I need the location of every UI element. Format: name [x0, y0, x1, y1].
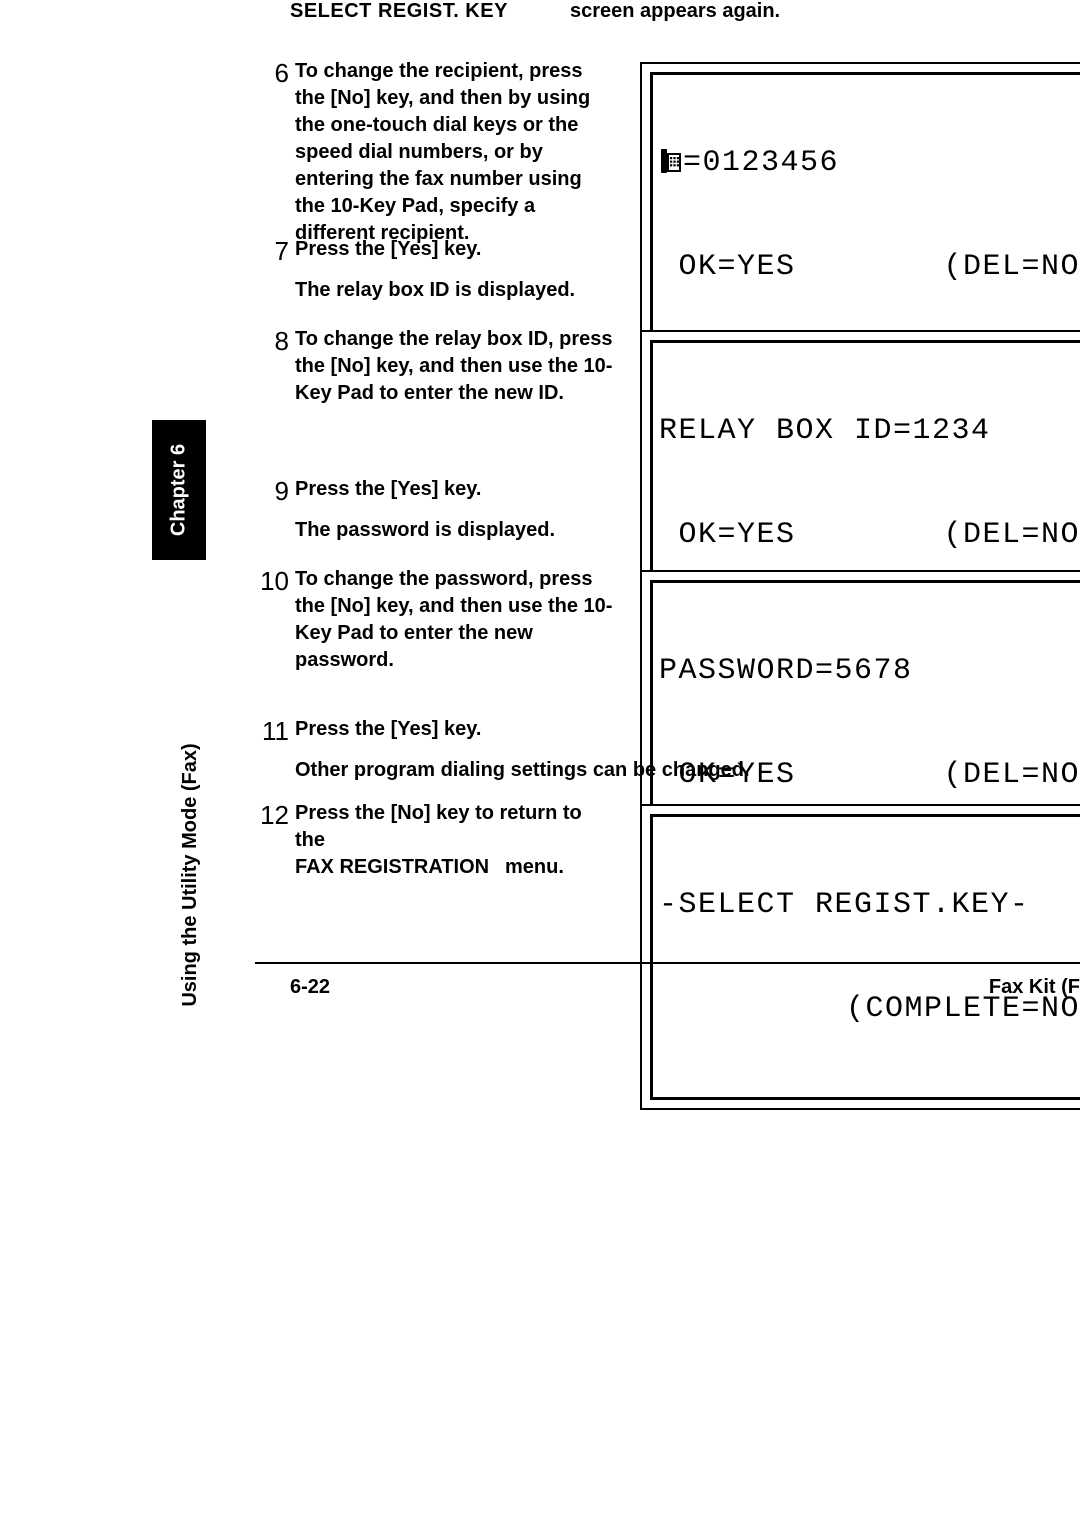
lcd-inner: =0123456 OK=YES (DEL=NO — [650, 72, 1080, 358]
lcd-line-2: OK=YES (DEL=NO — [659, 518, 1080, 553]
step-12: 12 Press the [No] key to return to the F… — [255, 800, 615, 881]
phone-icon — [659, 148, 681, 174]
step-sub: Other program dialing settings can be ch… — [295, 757, 915, 784]
step-text: Press the [Yes] key. — [295, 716, 915, 743]
lcd-del: (DEL=NO — [943, 758, 1080, 793]
step-number: 6 — [255, 58, 295, 89]
fax-registration-menu: menu. — [505, 854, 564, 881]
lcd-display-recipient: =0123456 OK=YES (DEL=NO — [640, 62, 1080, 368]
lcd-ok: OK=YES — [659, 518, 796, 553]
header-fragment: SELECT REGIST. KEY screen appears again. — [290, 0, 1080, 23]
fax-registration-label: FAX REGISTRATION — [295, 854, 505, 881]
lcd-line-1: PASSWORD=5678 — [659, 654, 1080, 689]
lcd-inner: -SELECT REGIST.KEY- (COMPLETE=NO — [650, 814, 1080, 1100]
step-text: Press the [Yes] key. — [295, 236, 615, 263]
step-body: To change the password, press the [No] k… — [295, 566, 615, 674]
step-number: 8 — [255, 326, 295, 357]
lcd-line-1-text: =0123456 — [683, 146, 839, 180]
step-sub: The password is displayed. — [295, 517, 615, 544]
chapter-tab-label: Chapter 6 — [168, 444, 191, 536]
step-body: Press the [Yes] key. Other program diali… — [295, 716, 915, 784]
header-left: SELECT REGIST. KEY — [290, 0, 570, 23]
step-8: 8 To change the relay box ID, press the … — [255, 326, 615, 407]
step-body: To change the relay box ID, press the [N… — [295, 326, 615, 407]
step-body: Press the [No] key to return to the FAX … — [295, 800, 615, 881]
step-text: Press the [Yes] key. — [295, 476, 615, 503]
lcd-display-select-regist: -SELECT REGIST.KEY- (COMPLETE=NO — [640, 804, 1080, 1110]
lcd-del: (DEL=NO — [943, 518, 1080, 553]
lcd-ok: OK=YES — [659, 250, 796, 285]
footer: 6-22 Fax Kit (F — [290, 976, 1080, 999]
step-11: 11 Press the [Yes] key. Other program di… — [255, 716, 915, 784]
step-body: To change the recipient, press the [No] … — [295, 58, 615, 247]
step-7: 7 Press the [Yes] key. The relay box ID … — [255, 236, 615, 304]
footer-rule — [255, 962, 1080, 964]
step-9: 9 Press the [Yes] key. The password is d… — [255, 476, 615, 544]
lcd-line-1: -SELECT REGIST.KEY- — [659, 888, 1080, 923]
side-label: Using the Utility Mode (Fax) — [152, 575, 206, 875]
lcd-line-2: OK=YES (DEL=NO — [659, 250, 1080, 285]
chapter-tab: Chapter 6 — [152, 420, 206, 560]
footer-right: Fax Kit (F — [989, 976, 1080, 999]
lcd-line-1: RELAY BOX ID=1234 — [659, 414, 1080, 449]
step-sub: The relay box ID is displayed. — [295, 277, 615, 304]
step-text: Press the [No] key to return to the — [295, 800, 615, 854]
step-number: 12 — [255, 800, 295, 831]
lcd-line-1: =0123456 — [659, 146, 1080, 181]
header-right: screen appears again. — [570, 0, 1080, 23]
step-number: 11 — [255, 716, 295, 747]
step-number: 7 — [255, 236, 295, 267]
step-body: Press the [Yes] key. The password is dis… — [295, 476, 615, 544]
step-body: Press the [Yes] key. The relay box ID is… — [295, 236, 615, 304]
step-6: 6 To change the recipient, press the [No… — [255, 58, 615, 247]
page-number: 6-22 — [290, 976, 330, 999]
step-number: 10 — [255, 566, 295, 597]
lcd-del: (DEL=NO — [943, 250, 1080, 285]
fax-registration-row: FAX REGISTRATION menu. — [295, 854, 615, 881]
step-10: 10 To change the password, press the [No… — [255, 566, 615, 674]
side-label-text: Using the Utility Mode (Fax) — [179, 743, 202, 1006]
step-number: 9 — [255, 476, 295, 507]
